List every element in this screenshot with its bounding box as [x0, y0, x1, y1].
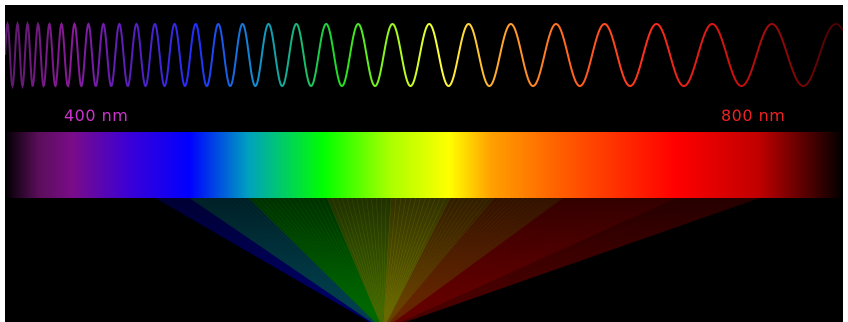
visible-spectrum-bar [5, 132, 843, 198]
spectrum-diagram: 400 nm 800 nm [5, 5, 843, 322]
label-800nm: 800 nm [721, 106, 786, 125]
light-dispersion-fan [5, 198, 843, 322]
wavelength-wave [5, 20, 843, 90]
label-400nm: 400 nm [64, 106, 129, 125]
wave-graphic [5, 20, 843, 90]
